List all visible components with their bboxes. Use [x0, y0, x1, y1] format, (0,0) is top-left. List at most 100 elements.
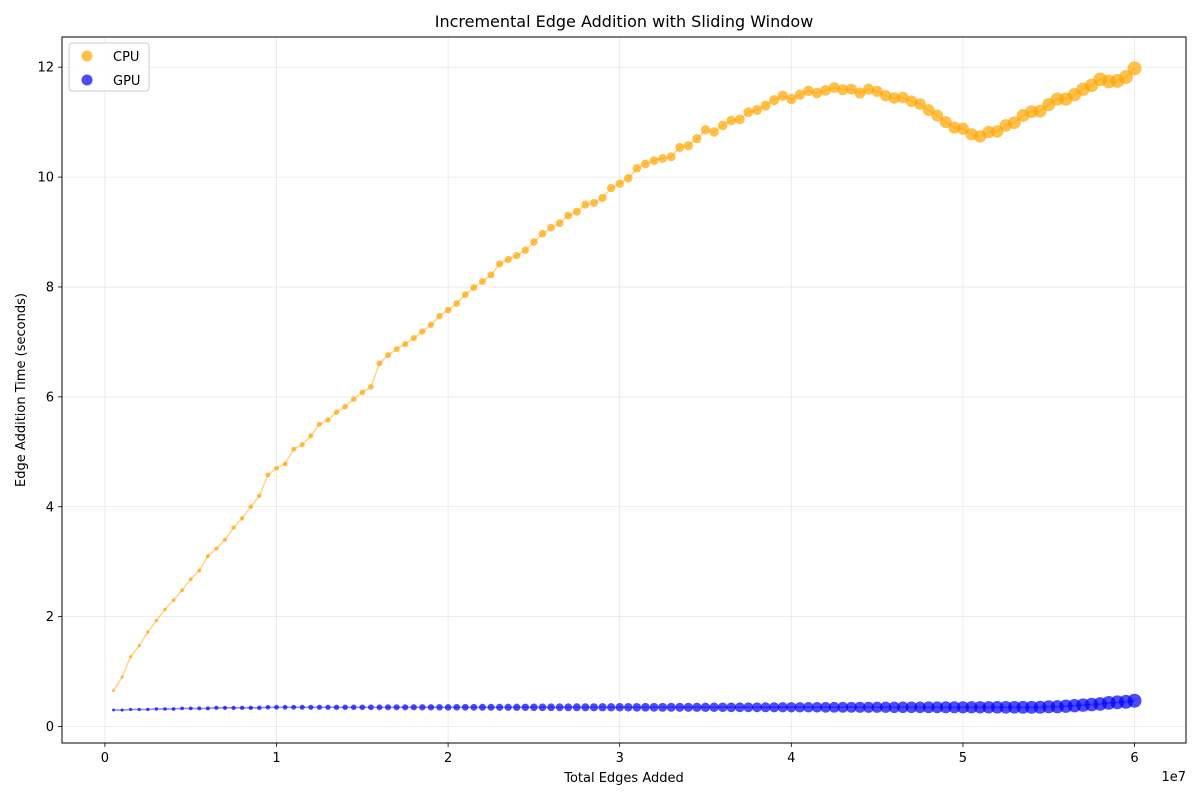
- cpu-data-point: [700, 125, 711, 135]
- cpu-data-point: [666, 152, 676, 162]
- cpu-data-point: [478, 278, 486, 285]
- cpu-data-point: [146, 630, 150, 634]
- cpu-data-point: [342, 404, 348, 410]
- x-tick-label: 2: [444, 751, 452, 766]
- y-tick-label: 4: [46, 500, 54, 515]
- cpu-data-point: [786, 93, 797, 105]
- gpu-data-point: [922, 701, 935, 714]
- cpu-data-point: [308, 433, 314, 439]
- cpu-data-point: [385, 352, 392, 359]
- gpu-data-point: [717, 702, 728, 713]
- gpu-data-point: [939, 701, 952, 714]
- gpu-data-point: [470, 703, 478, 711]
- gpu-data-point: [777, 702, 788, 713]
- cpu-data-point: [188, 577, 193, 582]
- gpu-data-point: [598, 703, 607, 712]
- gpu-data-point: [265, 704, 271, 710]
- gpu-data-point: [274, 704, 279, 710]
- cpu-data-point: [257, 493, 262, 499]
- cpu-data-point: [180, 588, 184, 593]
- gpu-data-point: [385, 704, 392, 711]
- cpu-series-points: [111, 61, 1142, 693]
- cpu-data-point: [368, 384, 374, 390]
- cpu-data-point: [683, 141, 693, 151]
- cpu-data-point: [734, 114, 745, 125]
- plot-area: [111, 61, 1142, 714]
- cpu-data-point: [632, 163, 642, 173]
- chart-title: Incremental Edge Addition with Sliding W…: [435, 12, 814, 31]
- gpu-data-point: [803, 702, 814, 713]
- gpu-data-point: [564, 703, 573, 712]
- gpu-data-point: [222, 705, 228, 710]
- cpu-data-point: [589, 198, 599, 208]
- gpu-data-point: [649, 702, 659, 712]
- gpu-data-point: [197, 706, 202, 711]
- cpu-data-point: [504, 255, 512, 264]
- gpu-data-point: [871, 701, 883, 713]
- gpu-data-point: [632, 702, 642, 712]
- cpu-data-point: [598, 193, 607, 203]
- legend-label-gpu: GPU: [113, 74, 140, 89]
- cpu-data-point: [1127, 61, 1142, 76]
- cpu-data-point: [726, 115, 737, 126]
- cpu-data-point: [171, 598, 176, 602]
- gpu-data-point: [444, 703, 452, 711]
- cpu-data-point: [530, 238, 538, 246]
- cpu-data-point: [402, 341, 409, 348]
- cpu-data-point: [1118, 70, 1133, 85]
- gpu-data-point: [333, 704, 340, 710]
- gpu-data-point: [308, 704, 314, 710]
- gpu-data-point: [257, 705, 262, 711]
- gpu-data-point: [905, 701, 918, 714]
- gpu-data-point: [760, 702, 771, 713]
- legend-marker-gpu: [81, 74, 93, 86]
- gpu-data-point: [282, 704, 288, 710]
- cpu-data-point: [111, 689, 115, 693]
- cpu-data-point: [325, 417, 331, 423]
- cpu-data-point: [880, 90, 892, 102]
- gpu-data-point: [316, 704, 323, 710]
- cpu-data-point: [649, 156, 659, 166]
- gpu-data-point: [129, 707, 133, 712]
- cpu-data-point: [333, 409, 340, 415]
- cpu-data-point: [231, 525, 236, 530]
- gpu-data-point: [888, 701, 900, 713]
- gpu-data-point: [180, 706, 184, 711]
- gpu-data-point: [239, 705, 245, 711]
- gpu-data-point: [982, 701, 995, 714]
- cpu-data-point: [922, 104, 935, 116]
- x-tick-label: 1: [272, 751, 280, 766]
- cpu-data-point: [410, 334, 417, 342]
- cpu-data-point: [513, 252, 521, 260]
- gpu-data-point: [914, 701, 926, 714]
- gpu-data-point: [683, 702, 693, 712]
- gpu-data-point: [120, 708, 124, 712]
- gpu-data-point: [350, 704, 357, 711]
- cpu-data-point: [752, 105, 762, 116]
- gpu-data-point: [461, 703, 469, 711]
- cpu-data-point: [658, 153, 668, 163]
- cpu-data-point: [717, 120, 728, 131]
- gpu-data-point: [837, 701, 849, 713]
- cpu-data-point: [359, 389, 366, 396]
- x-tick-label: 5: [959, 751, 967, 766]
- gpu-data-point: [931, 701, 944, 714]
- legend-marker-cpu: [81, 50, 93, 62]
- cpu-data-point: [931, 109, 944, 122]
- cpu-data-point: [496, 260, 504, 268]
- gpu-data-point: [521, 703, 530, 712]
- gpu-data-point: [845, 701, 857, 713]
- gpu-data-point: [743, 702, 754, 713]
- gpu-data-point: [538, 703, 547, 712]
- cpu-data-point: [350, 396, 357, 402]
- y-tick-label: 12: [37, 61, 54, 76]
- gpu-data-point: [769, 702, 780, 713]
- gpu-data-point: [478, 703, 486, 711]
- gpu-data-point: [547, 703, 555, 712]
- cpu-data-point: [444, 306, 452, 314]
- gpu-data-point: [726, 702, 737, 713]
- cpu-data-point: [282, 461, 288, 467]
- y-tick-label: 10: [37, 171, 54, 186]
